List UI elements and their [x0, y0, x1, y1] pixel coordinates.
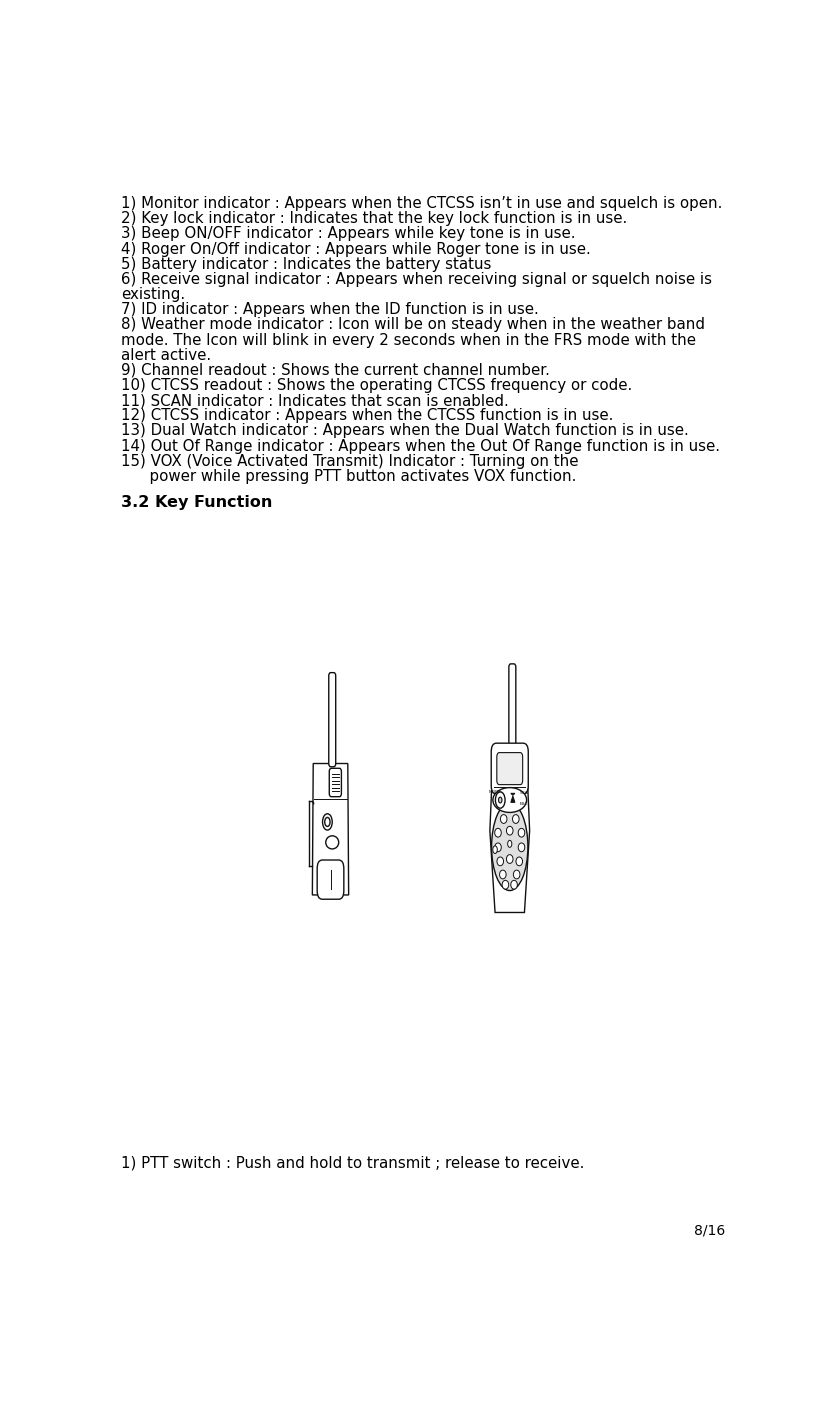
Ellipse shape: [493, 788, 527, 812]
Ellipse shape: [518, 829, 525, 837]
FancyBboxPatch shape: [496, 753, 523, 784]
Ellipse shape: [510, 881, 517, 889]
FancyBboxPatch shape: [491, 743, 529, 794]
Ellipse shape: [495, 829, 501, 837]
Ellipse shape: [495, 843, 501, 851]
FancyBboxPatch shape: [317, 860, 344, 899]
Ellipse shape: [501, 815, 507, 823]
Ellipse shape: [512, 815, 519, 823]
Ellipse shape: [516, 857, 523, 865]
Text: 6) Receive signal indicator : Appears when receiving signal or squelch noise is: 6) Receive signal indicator : Appears wh…: [121, 273, 712, 287]
Text: 14) Out Of Range indicator : Appears when the Out Of Range function is in use.: 14) Out Of Range indicator : Appears whe…: [121, 438, 720, 454]
Text: 8) Weather mode indicator : Icon will be on steady when in the weather band: 8) Weather mode indicator : Icon will be…: [121, 318, 705, 333]
Text: 10) CTCSS readout : Shows the operating CTCSS frequency or code.: 10) CTCSS readout : Shows the operating …: [121, 378, 633, 393]
Ellipse shape: [518, 843, 525, 851]
Ellipse shape: [502, 881, 509, 889]
Text: 9) Channel readout : Shows the current channel number.: 9) Channel readout : Shows the current c…: [121, 362, 550, 378]
Circle shape: [322, 813, 332, 830]
Polygon shape: [510, 795, 515, 802]
Text: 15) VOX (Voice Activated Transmit) Indicator : Turning on the: 15) VOX (Voice Activated Transmit) Indic…: [121, 454, 579, 469]
Polygon shape: [312, 763, 349, 895]
FancyBboxPatch shape: [329, 673, 335, 767]
Text: 11) SCAN indicator : Indicates that scan is enabled.: 11) SCAN indicator : Indicates that scan…: [121, 393, 509, 407]
Circle shape: [508, 840, 512, 847]
Text: SCA: SCA: [520, 791, 529, 795]
FancyBboxPatch shape: [509, 665, 515, 752]
Text: ESC: ESC: [520, 802, 528, 806]
Text: 1) Monitor indicator : Appears when the CTCSS isn’t in use and squelch is open.: 1) Monitor indicator : Appears when the …: [121, 197, 723, 211]
Text: existing.: existing.: [121, 287, 185, 302]
Text: 8/16: 8/16: [694, 1224, 725, 1238]
Text: 4) Roger On/Off indicator : Appears while Roger tone is in use.: 4) Roger On/Off indicator : Appears whil…: [121, 242, 591, 257]
Ellipse shape: [325, 836, 339, 849]
Ellipse shape: [491, 802, 528, 891]
Text: 5) Battery indicator : Indicates the battery status: 5) Battery indicator : Indicates the bat…: [121, 257, 491, 271]
Circle shape: [496, 792, 505, 808]
Text: 3.2 Key Function: 3.2 Key Function: [121, 495, 273, 510]
Text: 1) PTT switch : Push and hold to transmit ; release to receive.: 1) PTT switch : Push and hold to transmi…: [121, 1156, 585, 1170]
Circle shape: [325, 818, 330, 826]
Text: power while pressing PTT button activates VOX function.: power while pressing PTT button activate…: [121, 469, 577, 483]
Ellipse shape: [514, 870, 520, 880]
Polygon shape: [490, 749, 529, 912]
Text: 13) Dual Watch indicator : Appears when the Dual Watch function is in use.: 13) Dual Watch indicator : Appears when …: [121, 423, 689, 438]
Text: MODE: MODE: [488, 790, 501, 794]
Text: 2) Key lock indicator : Indicates that the key lock function is in use.: 2) Key lock indicator : Indicates that t…: [121, 211, 628, 226]
Polygon shape: [510, 794, 515, 795]
Circle shape: [499, 797, 502, 802]
Text: 12) CTCSS indicator : Appears when the CTCSS function is in use.: 12) CTCSS indicator : Appears when the C…: [121, 409, 614, 423]
Ellipse shape: [506, 854, 513, 864]
Ellipse shape: [500, 870, 506, 880]
Ellipse shape: [506, 826, 513, 835]
FancyBboxPatch shape: [330, 769, 341, 797]
Text: 3) Beep ON/OFF indicator : Appears while key tone is in use.: 3) Beep ON/OFF indicator : Appears while…: [121, 226, 576, 242]
Text: alert active.: alert active.: [121, 347, 211, 362]
Text: mode. The Icon will blink in every 2 seconds when in the FRS mode with the: mode. The Icon will blink in every 2 sec…: [121, 333, 696, 347]
Text: 7) ID indicator : Appears when the ID function is in use.: 7) ID indicator : Appears when the ID fu…: [121, 302, 539, 318]
Ellipse shape: [497, 857, 504, 865]
Circle shape: [493, 846, 497, 853]
